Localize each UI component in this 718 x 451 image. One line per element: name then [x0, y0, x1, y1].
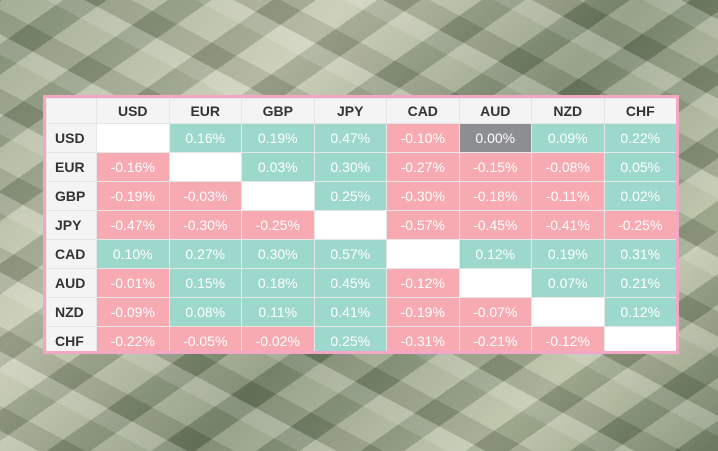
data-row: EUR -0.16% 0.03% 0.30% -0.27% -0.15% -0.08% 0.0…	[46, 152, 676, 182]
row-label: CAD	[46, 239, 97, 269]
change-cell: -0.15%	[458, 152, 532, 182]
change-cell: 0.57%	[313, 239, 387, 269]
change-cell: -0.47%	[96, 210, 170, 240]
row-label: CHF	[46, 326, 97, 351]
column-header: CAD	[386, 98, 460, 124]
change-cell: 0.31%	[603, 239, 676, 269]
change-cell: 0.09%	[531, 123, 605, 153]
column-header: GBP	[241, 98, 315, 124]
data-row: GBP -0.19% -0.03% 0.25% -0.30% -0.18% -0.11% 0.…	[46, 181, 676, 211]
change-cell: -0.22%	[96, 326, 170, 351]
change-cell: -0.25%	[603, 210, 676, 240]
change-cell: 0.25%	[313, 181, 387, 211]
change-cell: 0.16%	[168, 123, 242, 153]
change-cell: 0.18%	[241, 268, 315, 298]
change-cell: 0.19%	[241, 123, 315, 153]
data-row: NZD -0.09% 0.08% 0.11% 0.41% -0.19% -0.07% 0.12…	[46, 297, 676, 327]
change-cell: -0.12%	[386, 268, 460, 298]
data-row: AUD -0.01% 0.15% 0.18% 0.45% -0.12% 0.07% 0.21%	[46, 268, 676, 298]
change-cell: 0.45%	[313, 268, 387, 298]
column-header: AUD	[458, 98, 532, 124]
change-cell: 0.19%	[531, 239, 605, 269]
empty-cell	[603, 326, 676, 351]
empty-cell	[458, 268, 532, 298]
change-cell: -0.19%	[96, 181, 170, 211]
change-cell: 0.27%	[168, 239, 242, 269]
change-cell: 0.00%	[458, 123, 532, 153]
change-cell: -0.30%	[386, 181, 460, 211]
change-cell: -0.05%	[168, 326, 242, 351]
corner-cell	[46, 98, 97, 124]
row-label: NZD	[46, 297, 97, 327]
column-header: EUR	[168, 98, 242, 124]
data-row: CAD 0.10% 0.27% 0.30% 0.57% 0.12% 0.19% 0.31%	[46, 239, 676, 269]
empty-cell	[531, 297, 605, 327]
change-cell: -0.41%	[531, 210, 605, 240]
empty-cell	[386, 239, 460, 269]
column-header: JPY	[313, 98, 387, 124]
change-cell: 0.30%	[313, 152, 387, 182]
column-header: CHF	[603, 98, 676, 124]
data-row: JPY -0.47% -0.30% -0.25% -0.57% -0.45% -0.41% -…	[46, 210, 676, 240]
change-cell: -0.02%	[241, 326, 315, 351]
change-cell: 0.05%	[603, 152, 676, 182]
change-cell: 0.21%	[603, 268, 676, 298]
header-row: USD EUR GBP JPY CAD AUD NZD CHF	[46, 98, 676, 124]
change-cell: -0.57%	[386, 210, 460, 240]
change-cell: 0.03%	[241, 152, 315, 182]
change-cell: -0.45%	[458, 210, 532, 240]
empty-cell	[313, 210, 387, 240]
row-label: JPY	[46, 210, 97, 240]
column-header: NZD	[531, 98, 605, 124]
data-row: CHF -0.22% -0.05% -0.02% 0.25% -0.31% -0.21% -0…	[46, 326, 676, 351]
change-cell: -0.09%	[96, 297, 170, 327]
currency-table: USD EUR GBP JPY CAD AUD NZD CHF USD 0.16% 0.19% 0.4…	[46, 98, 676, 351]
change-cell: -0.31%	[386, 326, 460, 351]
change-cell: -0.07%	[458, 297, 532, 327]
change-cell: 0.08%	[168, 297, 242, 327]
change-cell: 0.25%	[313, 326, 387, 351]
change-cell: 0.12%	[603, 297, 676, 327]
change-cell: -0.10%	[386, 123, 460, 153]
change-cell: 0.30%	[241, 239, 315, 269]
data-row: USD 0.16% 0.19% 0.47% -0.10% 0.00% 0.09% 0.22%	[46, 123, 676, 153]
change-cell: -0.01%	[96, 268, 170, 298]
change-cell: -0.12%	[531, 326, 605, 351]
change-cell: -0.03%	[168, 181, 242, 211]
change-cell: -0.21%	[458, 326, 532, 351]
change-cell: -0.11%	[531, 181, 605, 211]
change-cell: 0.12%	[458, 239, 532, 269]
row-label: GBP	[46, 181, 97, 211]
empty-cell	[96, 123, 170, 153]
change-cell: 0.10%	[96, 239, 170, 269]
change-cell: -0.18%	[458, 181, 532, 211]
change-cell: -0.30%	[168, 210, 242, 240]
column-header: USD	[96, 98, 170, 124]
row-label: AUD	[46, 268, 97, 298]
change-cell: 0.22%	[603, 123, 676, 153]
change-cell: -0.08%	[531, 152, 605, 182]
empty-cell	[241, 181, 315, 211]
change-cell: 0.11%	[241, 297, 315, 327]
change-cell: 0.15%	[168, 268, 242, 298]
row-label: EUR	[46, 152, 97, 182]
change-cell: 0.47%	[313, 123, 387, 153]
change-cell: -0.25%	[241, 210, 315, 240]
change-cell: -0.16%	[96, 152, 170, 182]
change-cell: 0.41%	[313, 297, 387, 327]
heatmap-frame: USD EUR GBP JPY CAD AUD NZD CHF USD 0.16% 0.19% 0.4…	[43, 95, 679, 354]
change-cell: 0.02%	[603, 181, 676, 211]
change-cell: -0.27%	[386, 152, 460, 182]
empty-cell	[168, 152, 242, 182]
row-label: USD	[46, 123, 97, 153]
change-cell: 0.07%	[531, 268, 605, 298]
change-cell: -0.19%	[386, 297, 460, 327]
